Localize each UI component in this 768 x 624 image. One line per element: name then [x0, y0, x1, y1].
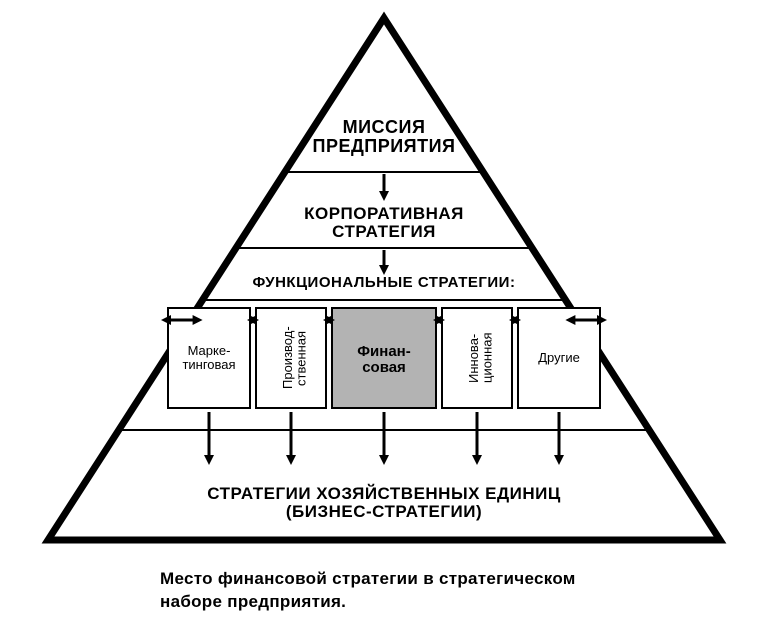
figure-caption: Место финансовой стратегии в стратегичес… — [160, 568, 720, 614]
level1-mission: МИССИЯПРЕДПРИЯТИЯ — [134, 118, 634, 156]
func-box-label-innovation: Иннова-ционная — [467, 318, 494, 398]
func-box-label-marketing: Марке-тинговая — [168, 344, 250, 371]
func-box-label-other: Другие — [518, 351, 600, 365]
diagram-canvas: МИССИЯПРЕДПРИЯТИЯ КОРПОРАТИВНАЯСТРАТЕГИЯ… — [0, 0, 768, 624]
pyramid-svg — [0, 0, 768, 624]
func-box-label-production: Производ-ственная — [281, 318, 308, 398]
level3-title: ФУНКЦИОНАЛЬНЫЕ СТРАТЕГИИ: — [134, 275, 634, 291]
func-box-label-financial: Финан-совая — [332, 344, 436, 376]
level4-business: СТРАТЕГИИ ХОЗЯЙСТВЕННЫХ ЕДИНИЦ(БИЗНЕС-СТ… — [134, 485, 634, 521]
level2-corporate: КОРПОРАТИВНАЯСТРАТЕГИЯ — [134, 205, 634, 241]
